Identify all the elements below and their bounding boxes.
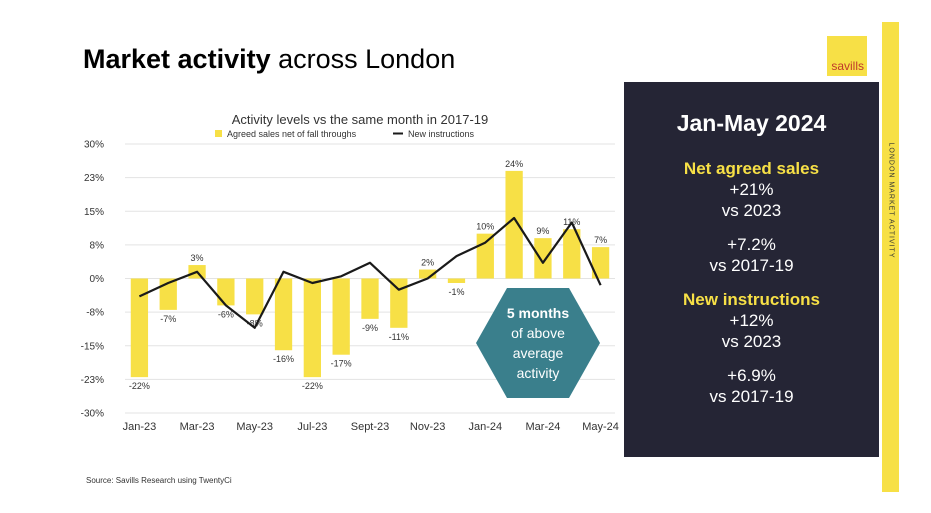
panel-heading: Net agreed sales (683, 159, 820, 178)
logo-text: savills (831, 59, 864, 73)
y-tick-label: 23% (84, 173, 104, 184)
bar (332, 278, 350, 355)
bar (159, 278, 177, 310)
bar (361, 278, 379, 319)
callout-shape (476, 288, 600, 398)
panel-period: Jan-May 2024 (676, 110, 827, 136)
panel-value: vs 2023 (721, 201, 782, 220)
bar (447, 278, 466, 283)
legend-line-label: New instructions (408, 129, 475, 139)
line-series (138, 216, 602, 329)
bar-data-label: -22% (302, 381, 323, 391)
x-tick-label: May-24 (582, 421, 619, 433)
callout-text: 5 months (507, 305, 569, 321)
bar-series (130, 170, 610, 378)
panel-value: +21% (729, 180, 774, 199)
bar (419, 269, 437, 279)
bar-data-label: -16% (273, 354, 294, 364)
y-tick-label: -15% (81, 341, 104, 352)
x-tick-label: Jul-23 (297, 421, 327, 433)
bar-data-label: -9% (362, 323, 378, 333)
y-tick-label: 0% (90, 274, 105, 285)
bar (505, 170, 523, 279)
panel-value: vs 2017-19 (709, 256, 794, 275)
bar-data-label: 9% (536, 226, 549, 236)
bar-data-label: -8% (247, 318, 263, 328)
bar-data-label: 24% (505, 159, 523, 169)
x-tick-label: Nov-23 (410, 421, 445, 433)
y-tick-label: -23% (81, 375, 104, 386)
callout-text: average (513, 345, 564, 361)
legend-bar-label: Agreed sales net of fall throughs (227, 129, 357, 139)
y-tick-label: 15% (84, 207, 104, 218)
new-instructions-line (138, 216, 602, 329)
page-title-rest: across London (278, 44, 456, 74)
activity-chart: Activity levels vs the same month in 201… (81, 112, 619, 433)
y-tick-label: -8% (86, 308, 104, 319)
x-tick-label: May-23 (236, 421, 273, 433)
chart-container: Activity levels vs the same month in 201… (80, 100, 620, 445)
x-tick-label: Jan-23 (123, 421, 157, 433)
bar-data-label: 3% (191, 253, 204, 263)
page-title-bold: Market activity (83, 44, 271, 74)
bar (591, 247, 610, 279)
callout-hexagon: 5 months of above average activity (476, 288, 600, 398)
x-tick-label: Mar-24 (526, 421, 561, 433)
bar (534, 238, 552, 279)
chart-title: Activity levels vs the same month in 201… (232, 112, 489, 127)
y-axis: 30% 23% 15% 8% 0% -8% -15% -23% -30% (81, 140, 104, 420)
panel-value: vs 2017-19 (709, 387, 794, 406)
bar-data-label: 7% (594, 235, 607, 245)
bar-data-label: -11% (389, 332, 409, 342)
bar (563, 229, 581, 279)
bar (476, 233, 494, 279)
bar-data-label: -1% (448, 287, 464, 297)
bar-data-label: -7% (160, 314, 176, 324)
panel-value: +6.9% (727, 366, 776, 385)
panel-value: +7.2% (727, 235, 776, 254)
bar-data-label: 2% (421, 258, 434, 268)
page-title: Market activity across London (83, 44, 455, 75)
bar-data-label: -17% (331, 359, 352, 369)
callout-text: activity (517, 365, 560, 381)
y-tick-label: 8% (90, 240, 105, 251)
x-tick-label: Mar-23 (180, 421, 215, 433)
bar (217, 278, 235, 306)
panel-value: +12% (729, 311, 774, 330)
bar (246, 278, 264, 315)
panel-heading: New instructions (683, 290, 820, 309)
bar (303, 278, 321, 378)
side-label: LONDON MARKET ACTIVITY (887, 142, 895, 259)
bar-data-label: -22% (129, 381, 150, 391)
bar (390, 278, 408, 328)
legend-bar-swatch (215, 130, 222, 137)
savills-logo: savills (827, 36, 867, 76)
callout-text: of above (511, 325, 565, 341)
bar-data-label: 10% (476, 222, 494, 232)
bar (274, 278, 293, 351)
x-axis: Jan-23 Mar-23 May-23 Jul-23 Sept-23 Nov-23 Jan… (123, 421, 619, 433)
x-tick-label: Sept-23 (351, 421, 390, 433)
y-tick-label: 30% (84, 140, 104, 151)
bar (130, 278, 149, 378)
y-tick-label: -30% (81, 409, 104, 420)
summary-panel: Jan-May 2024 Net agreed sales +21% vs 2023… (624, 82, 879, 457)
panel-value: vs 2023 (721, 332, 782, 351)
source-note: Source: Savills Research using TwentyCi (86, 476, 232, 485)
x-tick-label: Jan-24 (468, 421, 502, 433)
bar-data-label: -6% (218, 309, 234, 319)
yellow-side-bar (882, 22, 899, 492)
